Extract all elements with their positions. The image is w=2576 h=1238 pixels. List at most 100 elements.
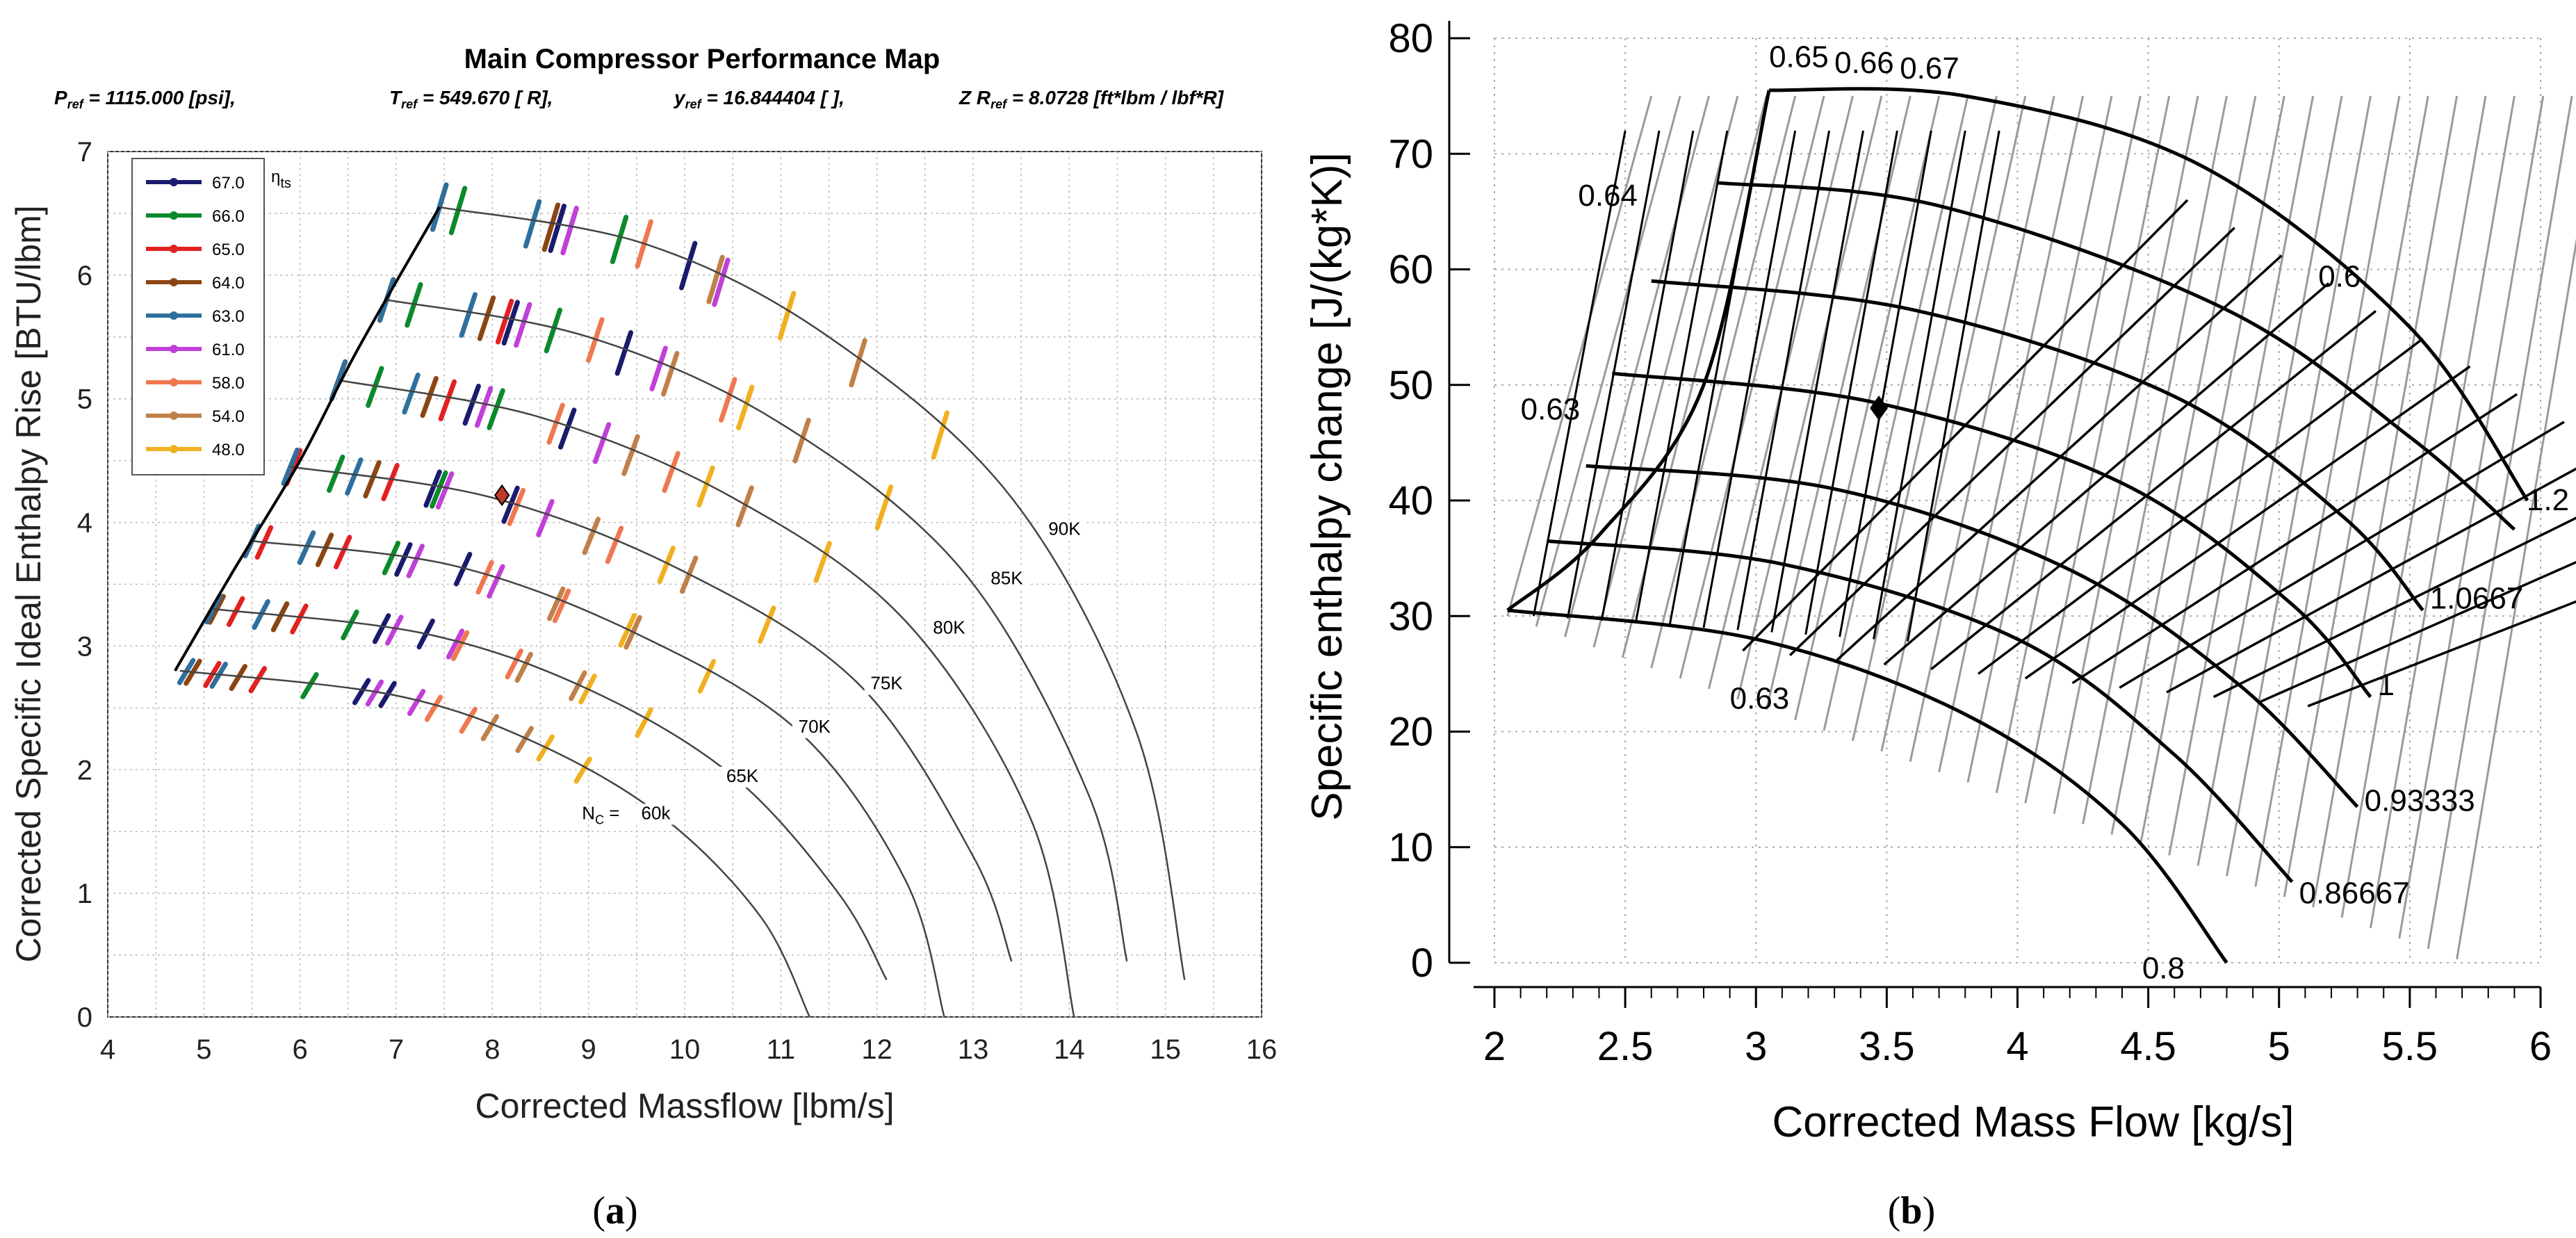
chart-a-legend-marker xyxy=(170,445,178,453)
chart-b-x-axis-label: Corrected Mass Flow [kg/s] xyxy=(1772,1098,2294,1146)
chart-b-efficiency-label: 0.6 xyxy=(2318,259,2361,293)
chart-a-efficiency-mark xyxy=(365,679,384,707)
chart-a-efficiency-mark xyxy=(582,516,601,555)
chart-b-x-tick-label: 4 xyxy=(2006,1024,2028,1069)
chart-a-efficiency-mark xyxy=(430,470,448,509)
chart-a-x-tick-label: 7 xyxy=(389,1034,404,1065)
chart-a-ref-zr: Z Rref = 8.0728 [ft*lbm / lbf*R] xyxy=(959,87,1225,111)
chart-b-efficiency-contour xyxy=(1883,282,2330,666)
chart-b-hatch-line xyxy=(2283,95,2429,897)
chart-a-efficiency-mark xyxy=(874,484,894,530)
chart-b-hatch-line xyxy=(2024,95,2171,804)
chart-b-efficiency-contour xyxy=(2212,516,2576,699)
chart-a-efficiency-mark xyxy=(459,292,478,338)
chart-b-hatch-line xyxy=(1995,95,2142,793)
chart-a-efficiency-mark xyxy=(515,726,534,754)
chart-b-x-tick-label: 3.5 xyxy=(1859,1024,1915,1069)
chart-a-x-tick-label: 4 xyxy=(100,1034,115,1065)
chart-a-efficiency-mark xyxy=(544,307,563,354)
chart-a-efficiency-mark xyxy=(536,498,555,537)
chart-b-hatch-line xyxy=(2456,238,2576,960)
chart-a-efficiency-mark xyxy=(777,291,797,341)
chart-b-y-tick-label: 0 xyxy=(1411,940,1433,986)
chart-a-efficiency-mark xyxy=(507,487,526,526)
chart-b-efficiency-contour xyxy=(1839,130,1932,637)
chart-a-speed-label-bg xyxy=(984,569,1029,590)
chart-b-efficiency-contour xyxy=(1906,130,2000,642)
chart-a-efficiency-mark xyxy=(372,613,391,644)
chart-a-efficiency-mark xyxy=(569,670,587,701)
chart-a-efficiency-mark xyxy=(558,407,577,450)
chart-a-y-tick-label: 2 xyxy=(77,755,92,785)
chart-a-speed-labels: 60k NC = 65K 70K 75K 80K 85K 90K xyxy=(582,518,1087,826)
chart-a-legend-marker xyxy=(170,245,178,253)
chart-a-legend-label: 48.0 xyxy=(212,441,245,459)
chart-a-efficiency-mark xyxy=(334,535,352,570)
chart-a-legend-label: 54.0 xyxy=(212,407,245,426)
chart-b-y-tick-label: 40 xyxy=(1388,478,1433,523)
chart-b-hatch-line xyxy=(1506,95,1653,617)
chart-a-legend-label: 65.0 xyxy=(212,241,245,259)
chart-a-efficiency-mark xyxy=(657,546,676,585)
chart-a-x-tick-label: 6 xyxy=(293,1034,308,1065)
chart-a-y-axis-label: Corrected Specific Ideal Enthalpy Rise [… xyxy=(9,205,48,962)
chart-b-efficiency-contour xyxy=(1873,130,1966,640)
chart-b-y-axis-label: Specific enthalpy change [J/(kg*K)] xyxy=(1303,152,1351,821)
chart-a-efficiency-mark xyxy=(649,345,668,392)
chart-a-efficiency-mark xyxy=(662,450,680,494)
chart-a-efficiency-mark xyxy=(487,564,505,599)
chart-b-hatch-line xyxy=(2082,95,2228,824)
chart-b-efficiency-contour xyxy=(2307,600,2576,708)
chart-a-efficiency-mark xyxy=(552,588,571,624)
chart-b-hatch-line xyxy=(2427,95,2573,950)
chart-b-efficiency-contour xyxy=(2166,467,2576,694)
chart-a-efficiency-mark xyxy=(438,379,457,422)
chart-a-efficiency-mark xyxy=(382,540,401,576)
chart-a-legend-marker xyxy=(170,178,178,186)
chart-a-speed-line-60k xyxy=(179,669,810,1018)
chart-a-efficiency-mark xyxy=(610,214,629,264)
chart-b-hatch-line xyxy=(1823,95,1969,731)
chart-b-speed-label: 1 xyxy=(2377,668,2394,702)
chart-a-y-tick-label: 6 xyxy=(77,261,92,291)
chart-b-efficiency-label: 0.66 xyxy=(1834,46,1894,80)
chart-a-legend-marker xyxy=(170,211,178,220)
chart-a-efficiency-mark xyxy=(614,329,634,376)
chart-a-x-tick-label: 11 xyxy=(767,1034,796,1065)
chart-a-efficiency-mark xyxy=(424,694,443,722)
chart-a-x-tick-label: 16 xyxy=(1246,1034,1278,1065)
chart-a-speed-label: 90K xyxy=(1048,518,1081,539)
chart-a-efficiency-mark xyxy=(501,485,520,524)
chart-b-hatch-line xyxy=(1966,95,2113,783)
chart-a-efficiency-mark xyxy=(423,469,442,508)
chart-b-y-tick-label: 80 xyxy=(1388,16,1433,61)
chart-b-hatch-line xyxy=(1679,95,1825,679)
chart-a-efficiency-mark xyxy=(204,593,223,625)
chart-b-hatch-line xyxy=(1765,95,1911,710)
chart-a-efficiency-series-67.0 xyxy=(352,203,698,708)
chart-b-hatch-line xyxy=(1592,95,1739,648)
chart-b-efficiency-contour xyxy=(1634,130,1729,624)
chart-a-legend: 67.0 66.0 65.0 64.0 63.0 61.0 58.0 54.0 48.0 ηts xyxy=(131,158,291,475)
chart-a-y-tick-label: 7 xyxy=(77,137,92,168)
chart-b-speed-lines xyxy=(1506,87,2529,964)
chart-a-efficiency-mark xyxy=(618,612,637,648)
chart-a-legend-label: 61.0 xyxy=(212,341,245,359)
chart-a-efficiency-mark xyxy=(706,254,725,304)
chart-a-efficiency-mark xyxy=(735,485,754,528)
chart-b-efficiency-contour xyxy=(1532,130,1627,617)
chart-a-legend-label: 67.0 xyxy=(212,174,245,193)
chart-a-efficiency-mark xyxy=(407,689,426,717)
chart-b-speed-line-0.8 xyxy=(1507,608,2228,964)
chart-a-legend-marker xyxy=(170,378,178,386)
chart-a-speed-label: 80K xyxy=(933,617,965,638)
chart-a-legend-label: 58.0 xyxy=(212,374,245,393)
chart-a-ref-pressure: Pref = 1115.000 [psi], xyxy=(54,87,236,111)
chart-a-efficiency-mark xyxy=(635,707,653,738)
chart-b-hatch-line xyxy=(2312,95,2459,908)
chart-a-legend-label: 63.0 xyxy=(212,307,245,326)
chart-a-efficiency-mark xyxy=(849,338,867,388)
